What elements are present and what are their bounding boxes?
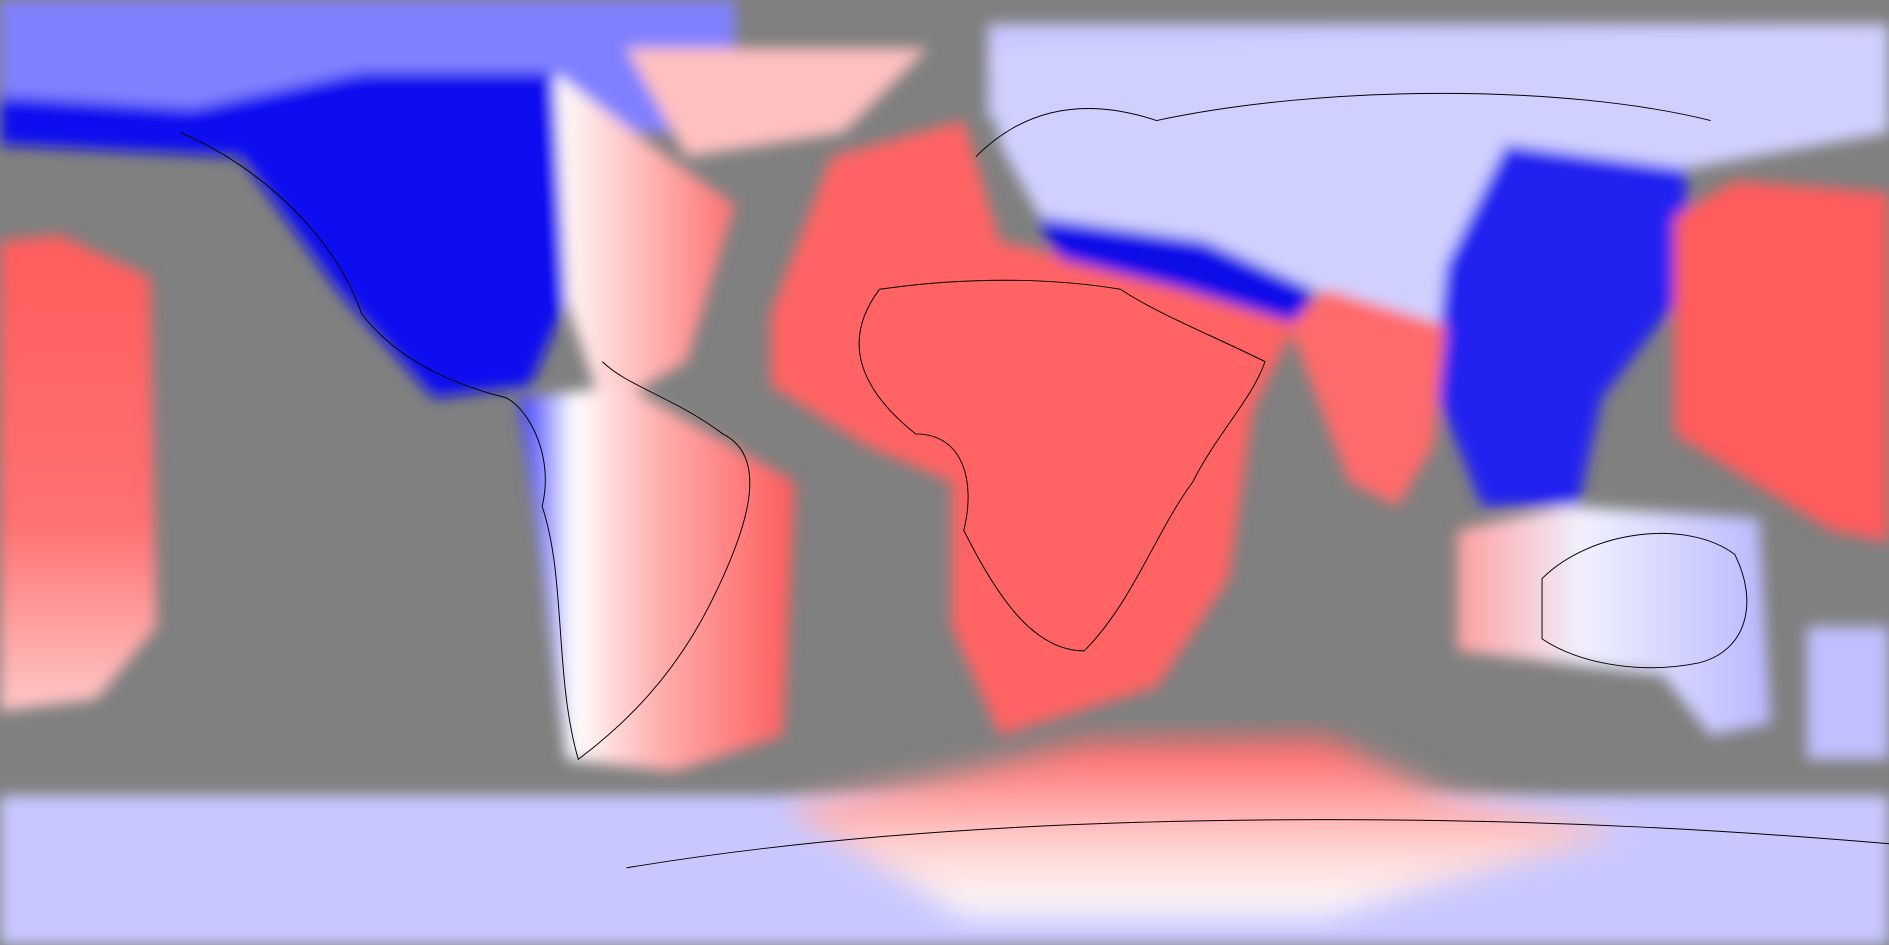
north-atlantic: [554, 72, 735, 410]
africa-coast: [858, 279, 1266, 652]
australia: [1457, 506, 1771, 736]
antarctic-warm: [783, 737, 1627, 917]
greenland: [626, 48, 928, 157]
antarctic-center: [783, 737, 1627, 917]
eurasia-coast: [975, 92, 1711, 158]
new-zealand: [1807, 626, 1889, 760]
americas-coast: [180, 132, 751, 761]
pacific-east: [1674, 180, 1889, 543]
australia-coast: [1541, 533, 1748, 669]
pacific-west: [0, 235, 157, 712]
eurasia: [987, 24, 1889, 507]
himalaya: [1036, 216, 1314, 326]
antarctica-coast: [626, 819, 1889, 869]
africa: [771, 120, 1302, 736]
south-america: [518, 385, 796, 772]
north-america: [0, 72, 567, 398]
india: [1289, 289, 1446, 507]
coastlines: [180, 92, 1889, 869]
east-asia: [1433, 144, 1687, 507]
